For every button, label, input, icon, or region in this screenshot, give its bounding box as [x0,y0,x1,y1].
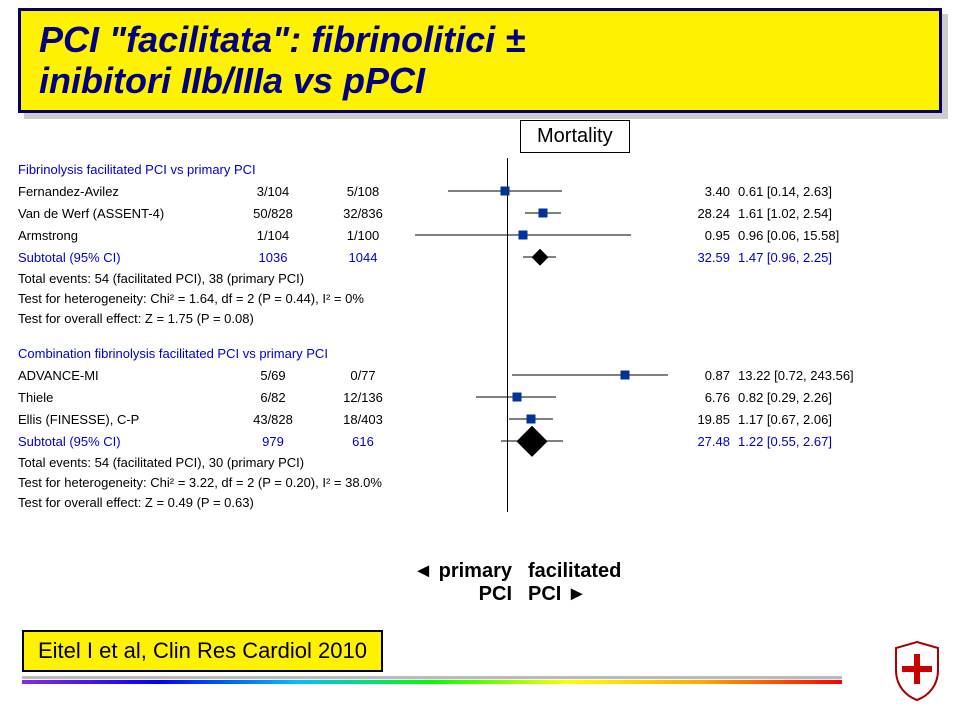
section-note: Test for overall effect: Z = 0.49 (P = 0… [0,492,960,512]
subtotal-row: Subtotal (95% CI)1036104432.591.47 [0.96… [0,246,960,268]
forest-plot: Fibrinolysis facilitated PCI vs primary … [0,158,960,512]
study-row: Thiele6/8212/1366.760.82 [0.29, 2.26] [0,386,960,408]
shield-icon [892,640,942,702]
study-row: Armstrong1/1041/1000.950.96 [0.06, 15.58… [0,224,960,246]
arrow-right: facilitated PCI ► [520,560,650,606]
direction-labels: ◄ primary PCI facilitated PCI ► [0,560,960,606]
section-note: Total events: 54 (facilitated PCI), 30 (… [0,452,960,472]
title-line2: inibitori IIb/IIIa vs pPCI [39,60,921,101]
section-note: Test for overall effect: Z = 1.75 (P = 0… [0,308,960,328]
study-row: Ellis (FINESSE), C-P43/82818/40319.851.1… [0,408,960,430]
subtotal-row: Subtotal (95% CI)97961627.481.22 [0.55, … [0,430,960,452]
study-row: ADVANCE-MI5/690/770.8713.22 [0.72, 243.5… [0,364,960,386]
decoration-grayline [22,676,842,679]
arrow-left: ◄ primary PCI [390,560,520,606]
title-box: PCI "facilitata": fibrinolitici ± inibit… [18,8,942,113]
section-note: Test for heterogeneity: Chi² = 1.64, df … [0,288,960,308]
section-note: Test for heterogeneity: Chi² = 3.22, df … [0,472,960,492]
section-title: Fibrinolysis facilitated PCI vs primary … [0,158,960,180]
citation-box: Eitel I et al, Clin Res Cardiol 2010 [22,630,383,672]
study-row: Van de Werf (ASSENT-4)50/82832/83628.241… [0,202,960,224]
decoration-rainbow [22,680,842,684]
mortality-label: Mortality [520,120,630,153]
section-title: Combination fibrinolysis facilitated PCI… [0,342,960,364]
title-line1: PCI "facilitata": fibrinolitici ± [39,19,921,60]
study-row: Fernandez-Avilez3/1045/1083.400.61 [0.14… [0,180,960,202]
section-note: Total events: 54 (facilitated PCI), 38 (… [0,268,960,288]
